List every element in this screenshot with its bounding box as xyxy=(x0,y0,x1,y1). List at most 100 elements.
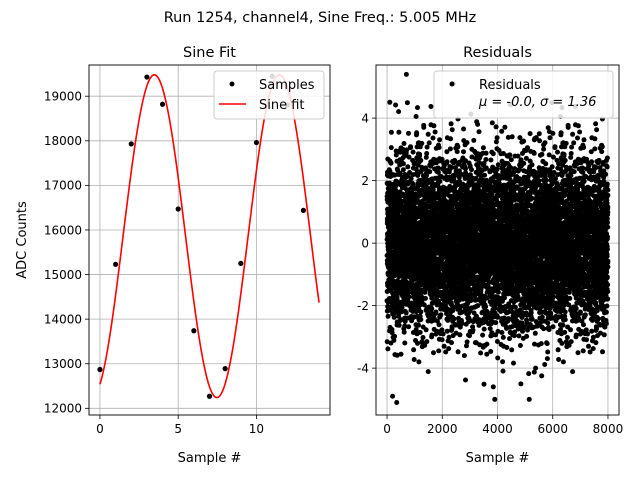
sample-point xyxy=(300,207,306,213)
residual-point xyxy=(446,346,452,352)
residual-point xyxy=(385,346,391,352)
sample-point xyxy=(191,328,197,334)
residual-point xyxy=(422,289,428,295)
residual-point xyxy=(484,341,490,347)
residual-point xyxy=(425,131,431,137)
residual-point xyxy=(464,339,470,345)
residual-point xyxy=(493,320,499,326)
residual-point xyxy=(385,313,391,319)
sample-point xyxy=(206,393,213,399)
residual-point xyxy=(423,154,429,160)
residual-point xyxy=(500,334,506,340)
residual-point xyxy=(406,130,411,136)
residual-point xyxy=(418,191,424,197)
residual-point xyxy=(388,145,394,151)
residual-point xyxy=(389,330,395,336)
residual-point xyxy=(430,187,436,193)
residual-point xyxy=(495,355,501,361)
residual-point xyxy=(500,368,506,374)
sine-fit-legend: Samples Sine fit xyxy=(213,70,325,120)
residual-point xyxy=(463,377,468,383)
sine-fit-panel: Sine Fit 0 5 10120001300014000150001600017… xyxy=(15,45,331,466)
residual-point xyxy=(516,333,522,339)
residual-point xyxy=(448,136,453,142)
residual-point xyxy=(471,137,477,143)
legend-sine-fit-label: Sine fit xyxy=(259,98,305,113)
sine-fit-xtick-label: 0 xyxy=(96,422,104,436)
residual-point xyxy=(413,114,419,119)
sine-fit-ytick-label: 17000 xyxy=(44,179,82,193)
residual-point xyxy=(399,305,405,310)
residual-point xyxy=(424,151,430,156)
residual-point xyxy=(414,130,420,136)
residual-point xyxy=(418,317,424,323)
residual-point xyxy=(415,105,420,111)
residual-point xyxy=(411,357,417,362)
residual-point xyxy=(436,322,442,328)
sine-fit-xtick-label: 10 xyxy=(249,422,264,436)
residual-point xyxy=(487,169,493,175)
sample-point xyxy=(253,139,260,146)
sine-fit-ticks: 0 5 10120001300014000150001600017000180001… xyxy=(44,90,264,436)
residual-point xyxy=(419,140,425,146)
residual-point xyxy=(401,329,407,335)
residual-point xyxy=(415,340,420,346)
residual-point xyxy=(413,327,419,332)
residual-point xyxy=(518,381,524,387)
residual-point xyxy=(402,340,408,346)
residual-point xyxy=(438,312,444,318)
residual-point xyxy=(449,326,455,332)
residual-point xyxy=(418,309,424,315)
residual-point xyxy=(404,100,410,106)
residual-point xyxy=(393,102,399,108)
residual-point xyxy=(440,331,446,337)
residual-point xyxy=(425,369,431,375)
residual-point xyxy=(499,128,505,134)
sine-fit-xtick-label: 5 xyxy=(174,422,182,436)
residual-point xyxy=(433,309,439,315)
residual-point xyxy=(482,172,488,178)
residual-point xyxy=(402,323,408,329)
residual-point xyxy=(421,302,427,308)
residual-point xyxy=(488,349,494,354)
residual-point xyxy=(406,294,412,300)
residual-point xyxy=(431,350,436,356)
residual-point xyxy=(424,144,430,150)
residual-point xyxy=(397,170,403,176)
residuals-plot-area xyxy=(384,71,611,405)
residual-point xyxy=(461,353,467,359)
residual-point xyxy=(406,154,412,160)
figure-suptitle: Run 1254, channel4, Sine Freq.: 5.005 MH… xyxy=(164,10,477,26)
residual-point xyxy=(436,348,442,354)
residual-point xyxy=(455,349,461,355)
sine-fit-ytick-label: 14000 xyxy=(44,312,82,326)
residual-point xyxy=(451,316,457,322)
residual-point xyxy=(461,149,466,155)
residual-point xyxy=(431,123,437,129)
residual-point xyxy=(400,167,406,173)
residual-point xyxy=(428,104,434,109)
sine-fit-ytick-label: 15000 xyxy=(44,268,82,282)
sine-fit-legend-box xyxy=(213,70,325,120)
residual-point xyxy=(387,99,393,105)
residual-point xyxy=(394,352,400,358)
residual-point xyxy=(437,137,443,143)
residual-point xyxy=(396,109,402,115)
residual-point xyxy=(447,146,453,152)
sample-point xyxy=(238,260,244,267)
residual-point xyxy=(388,129,394,135)
residual-point xyxy=(424,339,430,345)
legend-samples-label: Samples xyxy=(259,78,315,93)
residual-point xyxy=(500,359,506,365)
residual-point xyxy=(430,135,436,141)
residual-point xyxy=(509,134,515,140)
residual-point xyxy=(490,151,496,157)
residual-point xyxy=(490,384,496,390)
residual-point xyxy=(403,310,409,316)
residual-point xyxy=(480,145,486,151)
residual-point xyxy=(507,152,513,158)
residuals-title: Residuals xyxy=(463,45,532,61)
residual-point xyxy=(422,295,428,301)
residual-point xyxy=(401,141,407,146)
